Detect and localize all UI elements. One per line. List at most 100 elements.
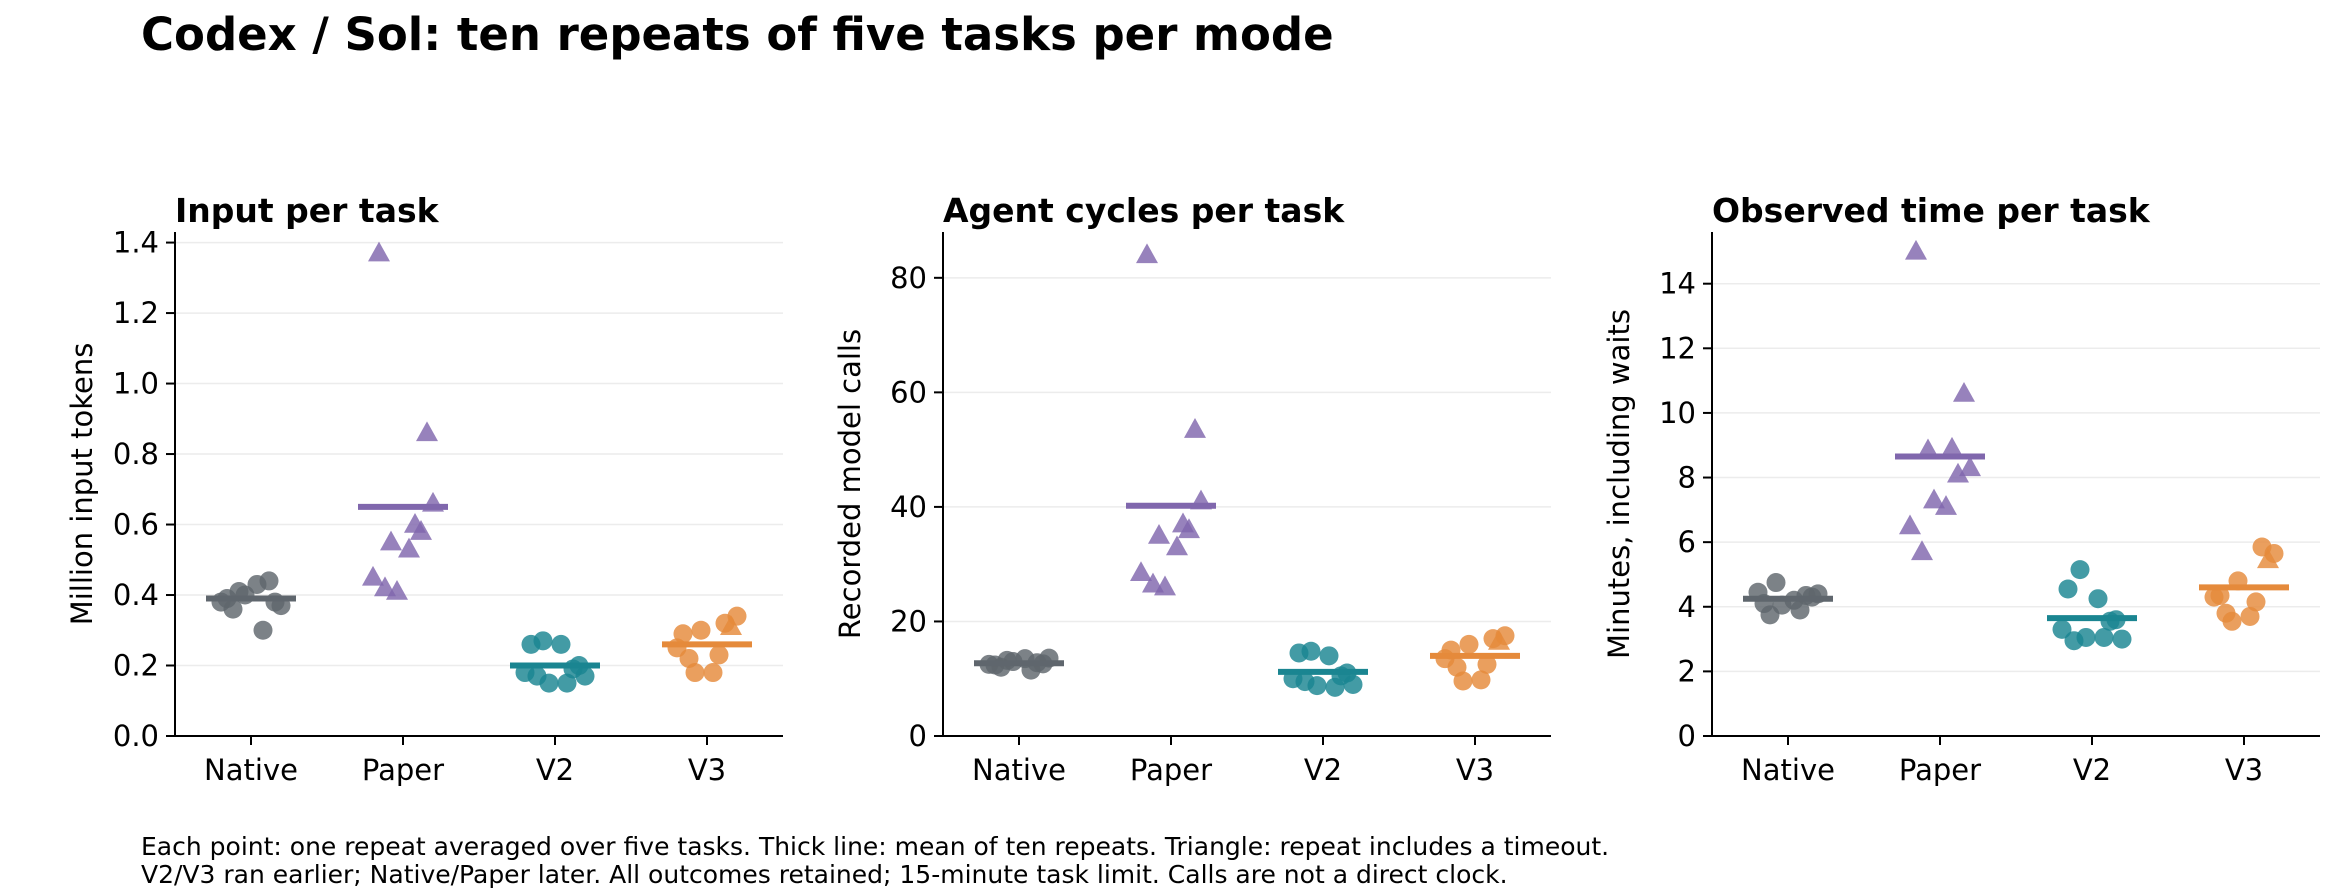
x-tick-label-v2: V2 (1304, 753, 1342, 787)
data-point-circle (1459, 634, 1479, 654)
data-point-triangle (1154, 575, 1176, 596)
data-point-circle (2246, 592, 2266, 612)
data-point-triangle (1953, 381, 1975, 402)
caption-line-2: V2/V3 ran earlier; Native/Paper later. A… (141, 860, 1508, 889)
series-v3 (662, 606, 752, 683)
y-tick-label: 10 (1659, 396, 1696, 430)
chart-title: Observed time per task (1712, 191, 2151, 230)
data-point-triangle (1488, 629, 1510, 650)
data-point-triangle (404, 512, 426, 533)
x-tick-label-native: Native (204, 753, 298, 787)
x-tick-label-native: Native (972, 753, 1066, 787)
data-point-triangle (1923, 488, 1945, 509)
x-tick-label-paper: Paper (1130, 753, 1212, 787)
data-point-circle (1766, 573, 1786, 593)
data-point-circle (1453, 671, 1473, 691)
data-point-circle (685, 663, 705, 683)
data-point-circle (1325, 677, 1345, 697)
x-tick-label-v3: V3 (2225, 753, 2263, 787)
data-point-triangle (1130, 561, 1152, 582)
data-point-circle (2094, 627, 2114, 647)
data-point-circle (2088, 589, 2108, 609)
data-point-triangle (1947, 462, 1969, 483)
data-point-triangle (1911, 540, 1933, 561)
series-paper (1895, 239, 1985, 561)
series-v3 (1430, 626, 1520, 691)
data-point-triangle (1148, 523, 1170, 544)
data-point-circle (1471, 670, 1491, 690)
x-tick-label-paper: Paper (1899, 753, 1981, 787)
y-tick-label: 0.4 (113, 578, 159, 612)
data-point-triangle (1136, 243, 1158, 264)
series-v2 (2047, 560, 2137, 651)
data-point-triangle (1959, 456, 1981, 477)
chart-panel-2: 0 20 40 60 80 Native Paper V2 V3 Agent cycles per… (833, 191, 1551, 787)
x-tick-label-v3: V3 (688, 753, 726, 787)
x-tick-label-native: Native (1741, 753, 1835, 787)
data-point-triangle (1166, 535, 1188, 556)
data-point-triangle (386, 579, 408, 600)
data-point-circle (265, 592, 285, 612)
data-point-circle (2112, 629, 2132, 649)
y-tick-label: 0.2 (113, 649, 159, 683)
y-tick-label: 1.0 (113, 367, 159, 401)
y-tick-label: 60 (890, 375, 927, 409)
data-point-circle (709, 645, 729, 665)
data-point-circle (1301, 641, 1321, 661)
data-point-triangle (1935, 495, 1957, 515)
series-paper (1126, 243, 1216, 596)
data-point-triangle (1172, 512, 1194, 533)
chart-title: Input per task (175, 191, 440, 230)
y-axis-label: Million input tokens (65, 343, 99, 626)
data-point-circle (533, 631, 553, 651)
y-tick-label: 12 (1659, 331, 1696, 365)
y-tick-label: 4 (1678, 590, 1696, 624)
series-v2 (1278, 641, 1368, 697)
data-point-circle (1319, 646, 1339, 666)
data-point-circle (2052, 619, 2072, 639)
data-point-triangle (416, 421, 438, 442)
y-tick-label: 40 (890, 490, 927, 524)
y-tick-label: 2 (1678, 654, 1696, 688)
data-point-triangle (2257, 548, 2279, 569)
data-point-circle (1307, 676, 1327, 696)
data-point-triangle (398, 537, 420, 558)
data-point-triangle (1941, 436, 1963, 457)
data-point-circle (673, 624, 693, 644)
data-point-circle (253, 620, 273, 640)
y-tick-label: 0 (1678, 719, 1696, 753)
y-tick-label: 20 (890, 604, 927, 638)
series-native (1743, 573, 1833, 625)
page-title: Codex / Sol: ten repeats of five tasks p… (141, 8, 1334, 61)
data-point-circle (1477, 654, 1497, 674)
y-tick-label: 0.6 (113, 508, 159, 542)
data-point-triangle (1917, 438, 1939, 459)
series-native (974, 648, 1064, 680)
series-paper (358, 241, 448, 600)
x-tick-label-v3: V3 (1456, 753, 1494, 787)
series-v2 (510, 631, 600, 693)
data-point-circle (703, 663, 723, 683)
data-point-triangle (720, 615, 742, 635)
data-point-circle (2058, 579, 2078, 599)
y-tick-label: 0.0 (113, 719, 159, 753)
series-native (206, 571, 296, 640)
data-point-triangle (1899, 514, 1921, 535)
data-point-circle (2240, 606, 2260, 626)
data-point-triangle (1905, 239, 1927, 260)
data-point-triangle (368, 241, 390, 262)
y-axis-label: Recorded model calls (833, 329, 867, 639)
y-tick-label: 0.8 (113, 437, 159, 471)
y-tick-label: 14 (1659, 267, 1696, 301)
y-axis-label: Minutes, including waits (1602, 309, 1636, 659)
data-point-circle (551, 634, 571, 654)
series-v3 (2199, 537, 2289, 631)
data-point-circle (2070, 560, 2090, 580)
y-tick-label: 1.4 (113, 226, 159, 260)
data-point-circle (259, 571, 279, 591)
y-tick-label: 0 (909, 719, 927, 753)
chart-panel-1: 0.0 0.2 0.4 0.6 0.8 1.0 1.2 1.4 Native Paper V2 V3 I… (65, 191, 783, 787)
data-point-circle (2076, 627, 2096, 647)
chart-panel-3: 0 2 4 6 8 10 12 14 Native Paper V2 V3 Observed time … (1602, 191, 2320, 787)
